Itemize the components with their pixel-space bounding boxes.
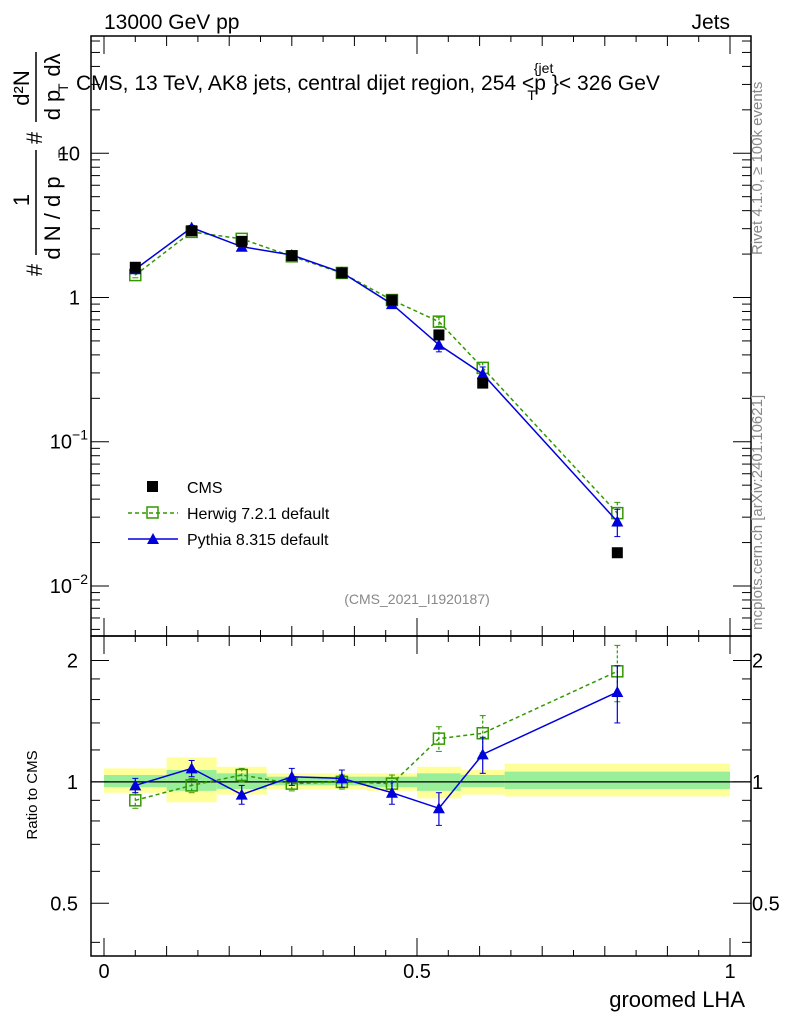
cms-point xyxy=(286,250,298,262)
x-tick-label: 1 xyxy=(724,961,735,983)
herwig-line xyxy=(134,231,618,514)
pythia-ratio-point xyxy=(476,748,489,760)
herwig-ratio-point xyxy=(185,779,198,792)
mcplots-reference: mcplots.cern.ch [arXiv:2401.10621] xyxy=(749,395,766,630)
ratio-band-green xyxy=(504,771,730,790)
legend-marker-pythia xyxy=(147,533,159,544)
ratio-plot-frame xyxy=(90,635,752,957)
legend-label-pythia: Pythia 8.315 default xyxy=(187,532,329,549)
pythia-ratio-point xyxy=(129,779,142,791)
chart-title-main: CMS, 13 TeV, AK8 jets, central dijet reg… xyxy=(76,72,546,95)
y-label-hash1: # xyxy=(22,263,47,276)
y-tick-label: 10 xyxy=(58,143,80,165)
x-tick-label: 0 xyxy=(98,961,109,983)
cms-point xyxy=(186,225,198,237)
series-layer xyxy=(129,221,624,826)
y-label-frac-den: d N / d p xyxy=(40,176,65,259)
x-tick-label: 0.5 xyxy=(403,961,431,983)
legend-label-cms: CMS xyxy=(187,480,223,497)
cms-point xyxy=(386,294,398,306)
ratio-y-label: Ratio to CMS xyxy=(24,750,41,839)
legend: CMS Herwig 7.2.1 default Pythia 8.315 de… xyxy=(128,480,330,549)
pythia-point xyxy=(476,367,489,379)
pythia-point xyxy=(432,338,445,350)
y-axis-label: # 1 d N / d p T # d²N d p T dλ xyxy=(9,52,71,276)
y-label-frac-num: 1 xyxy=(9,194,34,206)
analysis-watermark: (CMS_2021_I1920187) xyxy=(344,591,490,607)
pythia-ratio-point xyxy=(235,788,248,800)
y-label-num2: d²N xyxy=(9,70,34,105)
ratio-tick-label-left: 1 xyxy=(67,772,78,794)
chart-title-sub: T xyxy=(527,87,536,103)
cms-point xyxy=(433,329,445,341)
herwig-ratio-point xyxy=(432,732,446,745)
y-label-den2: d p xyxy=(40,90,65,121)
ratio-bands xyxy=(104,757,730,803)
pythia-line xyxy=(134,226,618,522)
ratio-tick-label-right: 2 xyxy=(752,650,763,672)
herwig-ratio-point xyxy=(129,794,142,807)
chart-title: CMS, 13 TeV, AK8 jets, central dijet reg… xyxy=(76,60,660,103)
chart-title-sup: {jet xyxy=(534,60,554,76)
pythia-ratio-point xyxy=(285,770,298,782)
y-label-den-sub: T xyxy=(55,149,71,158)
cms-point xyxy=(129,261,141,273)
y-label-hash2: # xyxy=(22,131,47,144)
header-process: Jets xyxy=(691,11,730,34)
pythia-ratio-point xyxy=(611,686,624,698)
pythia-ratio-point xyxy=(385,786,398,798)
legend-marker-cms xyxy=(147,481,158,492)
y-tick-label: 10−1 xyxy=(50,427,88,454)
pythia-point xyxy=(611,515,624,527)
rivet-version: Rivet 4.1.0, ≥ 100k events xyxy=(749,82,766,255)
ratio-tick-label-left: 2 xyxy=(67,650,78,672)
y-tick-label: 1 xyxy=(69,287,80,309)
y-label-dlambda: dλ xyxy=(40,53,65,76)
ratio-tick-label-right: 1 xyxy=(752,772,763,794)
ratio-tick-label-left: 0.5 xyxy=(50,893,78,915)
axes-ticks: 0 0.5 1 10 1 10−1 10−2 2 2 1 1 0.5 0.5 xyxy=(50,36,780,983)
y-label-den2-sub: T xyxy=(55,83,71,92)
chart-title-tail: }< 326 GeV xyxy=(552,72,660,95)
ratio-tick-label-right: 0.5 xyxy=(752,893,780,915)
x-axis-label: groomed LHA xyxy=(609,987,745,1012)
herwig-ratio-point xyxy=(235,768,248,782)
legend-label-herwig: Herwig 7.2.1 default xyxy=(187,506,330,523)
ratio-band-green xyxy=(460,775,505,788)
pythia-ratio-point xyxy=(335,772,348,784)
y-tick-label: 10−2 xyxy=(50,571,88,598)
header-energy: 13000 GeV pp xyxy=(104,11,239,34)
herwig-point xyxy=(432,315,446,328)
cms-point xyxy=(611,547,623,559)
legend-marker-herwig xyxy=(146,506,159,519)
cms-point xyxy=(236,235,248,247)
pythia-ratio-point xyxy=(432,802,445,814)
pythia-ratio-point xyxy=(185,762,198,774)
cms-point xyxy=(336,267,348,279)
cms-point xyxy=(477,377,489,389)
